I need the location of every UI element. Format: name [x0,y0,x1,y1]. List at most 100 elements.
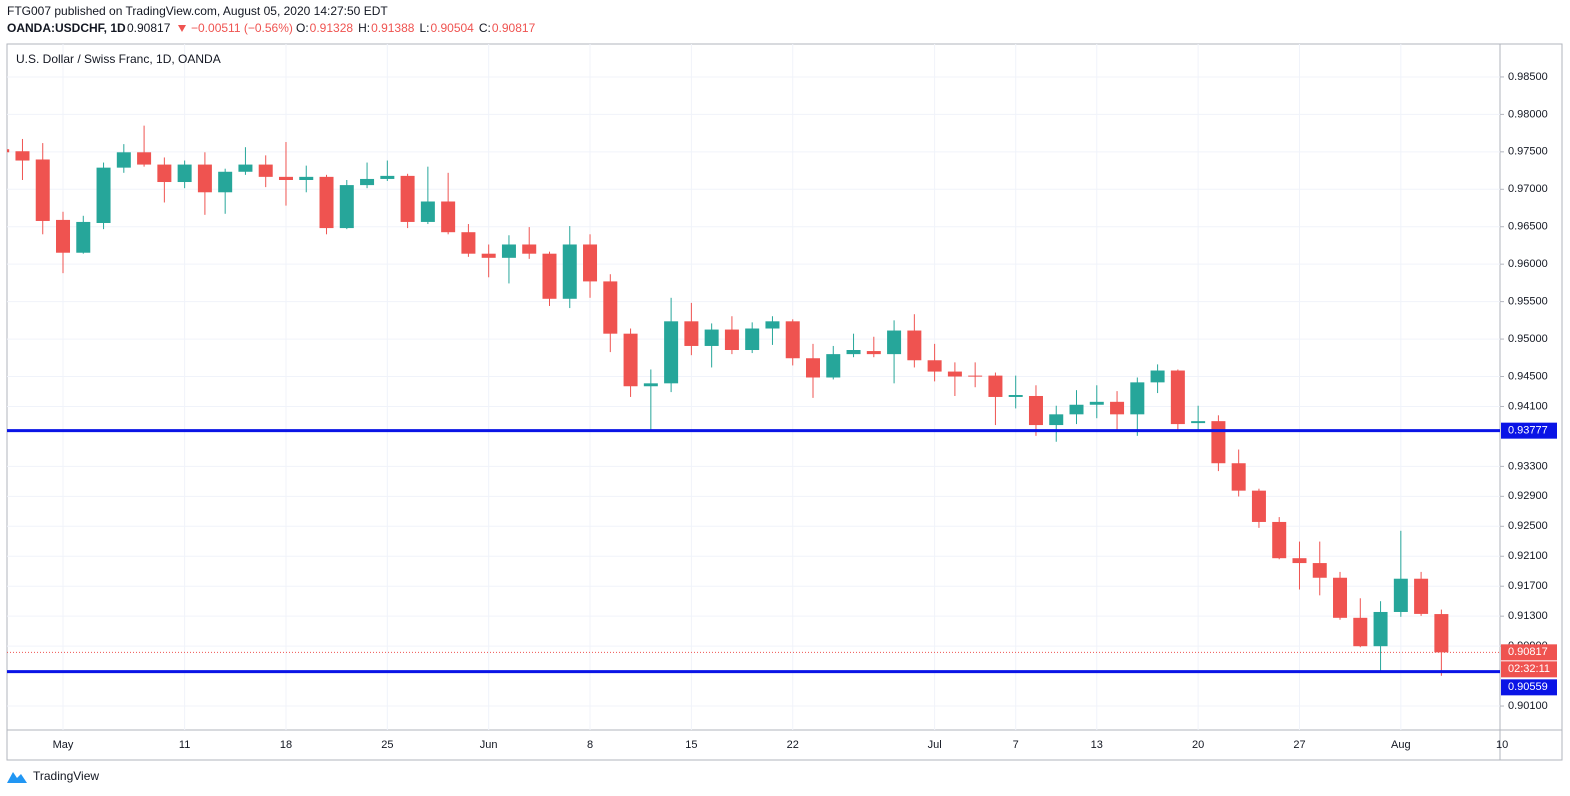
y-tick-label: 0.94500 [1508,370,1548,382]
ohlc-label: L: [419,21,429,35]
y-tick-label: 0.91700 [1508,580,1548,592]
candle-body [501,244,516,258]
x-tick-label: 8 [587,739,593,751]
y-tick-label: 0.94100 [1508,400,1548,412]
countdown: 02:32:11 [1508,663,1550,675]
ohlc-value: 0.90817 [492,21,536,35]
candle-body [947,371,962,377]
y-tick-label: 0.96000 [1508,258,1548,270]
x-tick-label: 7 [1013,739,1019,751]
x-tick-label: 25 [381,739,393,751]
candle-body [1170,370,1185,425]
candle-body [583,244,598,282]
candle-body [1089,401,1104,405]
ohlc-label: O: [296,21,309,35]
candle-body [137,152,152,165]
ohlc-value: 0.91328 [310,21,354,35]
x-tick-label: Jun [480,739,498,751]
candle-body [806,358,820,378]
candle-body [887,330,902,355]
candle-body [116,152,131,168]
candle-body [258,164,273,177]
frame [6,43,1563,761]
candle-body [907,330,922,361]
x-tick-label: May [53,739,74,751]
candle-body [96,167,111,223]
candle-body [197,164,212,193]
candle-body [724,329,739,351]
candle-body [1191,421,1206,424]
axes: 0.98500 0.98000 0.97500 0.97000 0.96500 0.960… [53,71,1557,751]
candle-body [846,350,861,355]
x-tick-label: 11 [179,739,190,751]
candle-body [76,221,91,253]
x-tick-label: Jul [928,739,942,751]
y-tick-label: 0.92100 [1508,550,1548,562]
candle-body [1333,577,1348,618]
candle-body [35,159,50,221]
plot [7,44,1500,730]
candle-body [866,351,881,355]
y-tick-label: 0.92500 [1508,520,1548,532]
candle-body [1008,395,1023,397]
y-tick-label: 0.95000 [1508,333,1548,345]
chart-title: U.S. Dollar / Swiss Franc, 1D, OANDA [16,52,221,66]
candle-body [603,281,618,334]
price-label-box [1501,644,1557,661]
candle-body [400,175,415,222]
candle-body [15,151,30,161]
candle-body [1353,617,1368,647]
x-tick-label: 10 [1496,739,1508,751]
candle-body [177,164,192,183]
candle-body [1312,563,1327,578]
candle-body [562,244,577,299]
candle-body [522,244,537,254]
x-tick-label: Aug [1391,739,1411,751]
symbol: OANDA:USDCHF, 1D [7,21,126,35]
candle-body [441,201,456,233]
candle-body [1434,614,1449,653]
y-tick-label: 0.97000 [1508,183,1548,195]
candle-body [1231,463,1246,491]
brand-logo [7,772,27,783]
last-price: 0.90817 [127,21,171,35]
x-tick-label: 18 [280,739,292,751]
candle-body [157,164,172,183]
candle-body [319,176,334,229]
y-tick-label: 0.90100 [1508,700,1548,712]
candle-body [785,321,800,359]
candle-body [1069,404,1084,415]
y-tick-label: 0.92900 [1508,490,1548,502]
y-tick-label: 0.96500 [1508,221,1548,233]
candle-body [1272,521,1287,559]
ohlc-value: 0.91388 [371,21,415,35]
candle-body [826,354,841,378]
candle-body [664,321,679,384]
y-tick-label: 0.97500 [1508,146,1548,158]
candle-body [1292,558,1307,564]
x-tick-label: 20 [1192,739,1204,751]
candle-body [1028,395,1043,426]
candle-body [1251,490,1266,522]
price-label: 0.90817 [1508,646,1548,658]
candle-body [238,164,253,172]
candle-body [481,253,496,258]
candle-body [745,328,760,351]
hline-label: 0.93777 [1508,425,1548,437]
ohlc-value: 0.90504 [430,21,474,35]
candle-body [968,375,983,377]
candle-body [1373,611,1388,647]
candle-body [218,171,233,193]
hline-label-box [1501,679,1557,696]
y-tick-label: 0.91300 [1508,610,1548,622]
y-tick-label: 0.98500 [1508,71,1548,83]
candle-body [704,329,719,346]
x-tick-label: 13 [1091,739,1103,751]
candle-body [461,232,476,254]
hline-label: 0.90559 [1508,681,1548,693]
candle-body [927,360,942,372]
y-tick-label: 0.93300 [1508,460,1548,472]
candle-body [643,383,658,387]
down-arrow [178,25,186,32]
x-tick-label: 27 [1293,739,1305,751]
